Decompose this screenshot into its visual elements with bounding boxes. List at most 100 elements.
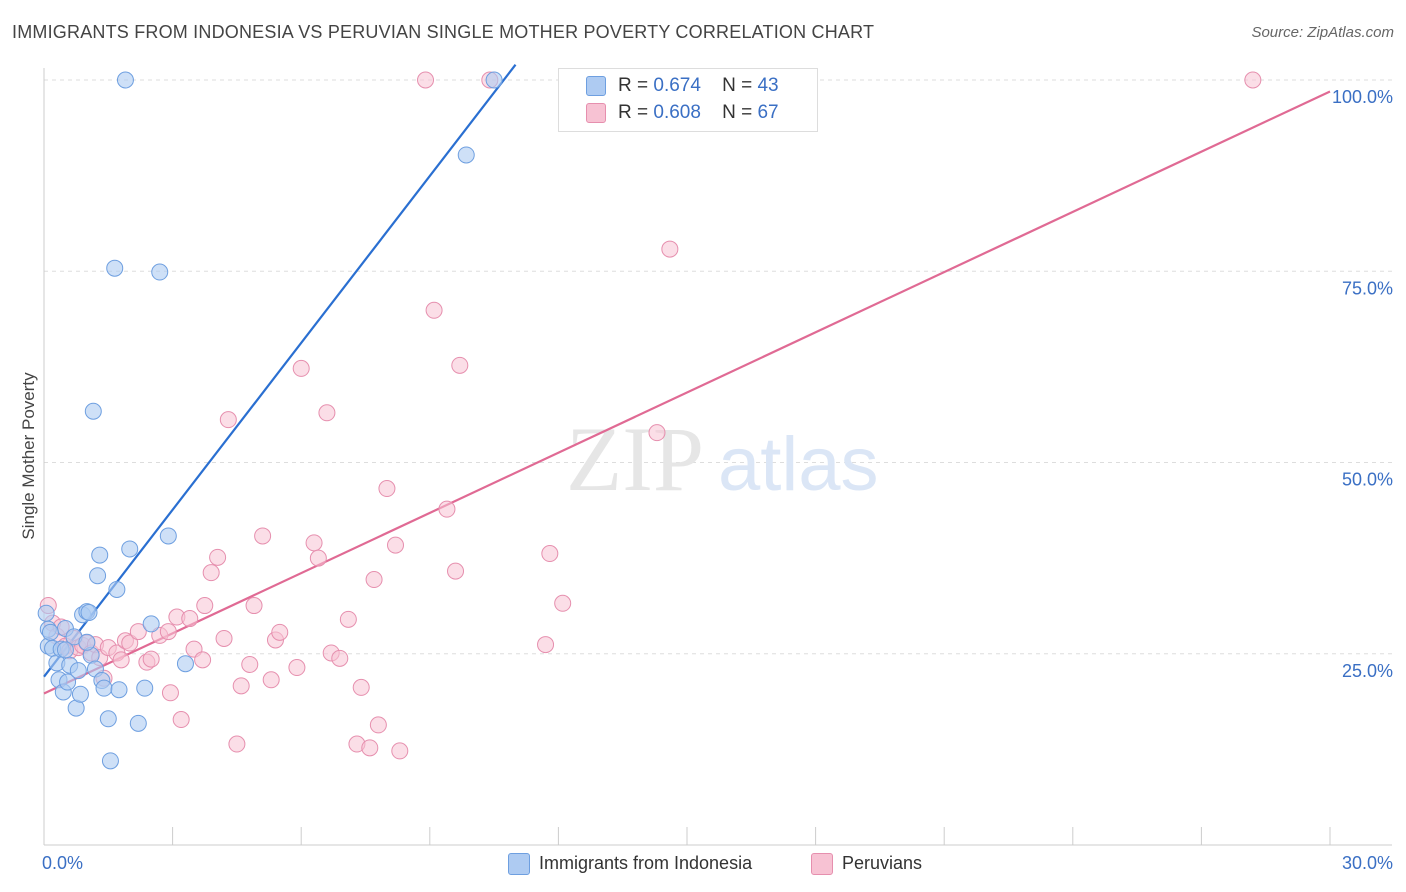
data-point-peruvians bbox=[541, 545, 559, 563]
data-point-peruvians bbox=[181, 610, 199, 628]
legend-label-indonesia: Immigrants from Indonesia bbox=[539, 853, 753, 873]
legend-swatch-peruvians bbox=[811, 853, 833, 875]
data-point-peruvians bbox=[159, 623, 177, 641]
data-point-peruvians bbox=[309, 549, 327, 567]
legend-swatch-indonesia bbox=[508, 853, 530, 875]
x-tick-label: 30.0% bbox=[1342, 853, 1393, 873]
data-point-peruvians bbox=[241, 655, 259, 673]
trendlines bbox=[43, 64, 1331, 695]
data-point-peruvians bbox=[451, 356, 469, 374]
data-point-peruvians bbox=[172, 711, 190, 729]
data-point-peruvians bbox=[262, 671, 280, 689]
data-point-peruvians bbox=[425, 301, 443, 319]
trendline-peruvians bbox=[43, 90, 1331, 695]
stat-swatch-indonesia bbox=[586, 76, 606, 96]
gridlines bbox=[44, 79, 1392, 655]
stat-r-value: 0.608 bbox=[653, 102, 701, 123]
data-point-peruvians bbox=[142, 650, 160, 668]
stat-n-value: 43 bbox=[757, 75, 779, 96]
data-point-peruvians bbox=[112, 651, 130, 669]
data-point-peruvians bbox=[232, 677, 250, 695]
data-point-peruvians bbox=[245, 597, 263, 615]
data-point-indonesia bbox=[485, 71, 503, 89]
data-point-peruvians bbox=[1244, 71, 1262, 89]
legend-label-peruvians: Peruvians bbox=[842, 853, 923, 873]
data-point-indonesia bbox=[142, 615, 160, 633]
y-tick-label: 100.0% bbox=[1332, 87, 1393, 107]
data-point-peruvians bbox=[209, 548, 227, 566]
data-point-indonesia bbox=[37, 604, 55, 622]
y-tick-label: 50.0% bbox=[1342, 470, 1393, 490]
data-point-indonesia bbox=[69, 662, 87, 680]
data-point-peruvians bbox=[378, 480, 396, 498]
data-point-peruvians bbox=[161, 684, 179, 702]
watermark-atlas: atlas bbox=[718, 422, 879, 507]
data-point-peruvians bbox=[361, 739, 379, 757]
y-tick-label: 25.0% bbox=[1342, 661, 1393, 681]
tick-labels: 25.0% 50.0% 75.0% 100.0% 0.0% 30.0% bbox=[42, 87, 1393, 873]
data-point-indonesia bbox=[151, 263, 169, 281]
data-point-indonesia bbox=[99, 710, 117, 728]
data-point-peruvians bbox=[121, 634, 139, 652]
data-point-peruvians bbox=[352, 678, 370, 696]
stat-n-label: N = bbox=[722, 102, 753, 123]
data-point-indonesia bbox=[41, 623, 59, 641]
x-tick-label: 0.0% bbox=[42, 853, 83, 873]
stat-r-label: R = bbox=[618, 102, 649, 123]
data-point-indonesia bbox=[129, 714, 147, 732]
stat-swatch-peruvians bbox=[586, 103, 606, 123]
watermark-zip: ZIP bbox=[566, 408, 704, 510]
data-point-peruvians bbox=[228, 735, 246, 753]
data-point-indonesia bbox=[56, 641, 74, 659]
data-point-indonesia bbox=[59, 673, 77, 691]
data-point-peruvians bbox=[447, 562, 465, 580]
data-point-peruvians bbox=[365, 571, 383, 589]
data-point-peruvians bbox=[215, 629, 233, 647]
data-point-indonesia bbox=[101, 752, 119, 770]
stat-r-label: R = bbox=[618, 75, 649, 96]
data-point-indonesia bbox=[95, 679, 113, 697]
data-point-indonesia bbox=[108, 580, 126, 598]
data-point-peruvians bbox=[271, 623, 289, 641]
data-point-indonesia bbox=[116, 71, 134, 89]
data-point-indonesia bbox=[71, 685, 89, 703]
data-point-peruvians bbox=[369, 716, 387, 734]
data-point-peruvians bbox=[305, 534, 323, 552]
data-point-indonesia bbox=[121, 540, 139, 558]
data-point-peruvians bbox=[196, 597, 214, 615]
data-point-indonesia bbox=[457, 146, 475, 164]
data-point-peruvians bbox=[387, 536, 405, 554]
correlation-stats-box: R = 0.674 N = 43 R = 0.608 N = 67 bbox=[558, 68, 818, 132]
data-point-peruvians bbox=[254, 527, 272, 545]
data-point-indonesia bbox=[80, 603, 98, 621]
data-point-peruvians bbox=[438, 500, 456, 518]
data-point-peruvians bbox=[219, 411, 237, 429]
axes bbox=[43, 68, 1392, 846]
trendline-indonesia bbox=[43, 64, 517, 678]
data-point-peruvians bbox=[537, 636, 555, 654]
data-point-peruvians bbox=[417, 71, 435, 89]
data-point-indonesia bbox=[159, 527, 177, 545]
data-point-peruvians bbox=[129, 623, 147, 641]
stat-r-value: 0.674 bbox=[653, 75, 701, 96]
data-point-peruvians bbox=[391, 742, 409, 760]
data-point-indonesia bbox=[84, 402, 102, 420]
data-point-indonesia bbox=[176, 655, 194, 673]
data-point-peruvians bbox=[292, 359, 310, 377]
data-point-peruvians bbox=[554, 594, 572, 612]
data-point-peruvians bbox=[661, 240, 679, 258]
data-point-peruvians bbox=[318, 404, 336, 422]
data-point-peruvians bbox=[288, 659, 306, 677]
data-point-indonesia bbox=[136, 679, 154, 697]
y-tick-label: 75.0% bbox=[1342, 278, 1393, 298]
data-point-peruvians bbox=[648, 424, 666, 442]
data-point-peruvians bbox=[194, 651, 212, 669]
source-label: Source: ZipAtlas.com bbox=[1251, 24, 1394, 41]
points-indonesia bbox=[37, 71, 503, 770]
watermark: ZIP atlas bbox=[566, 408, 879, 510]
stat-n-value: 67 bbox=[757, 102, 779, 123]
data-point-indonesia bbox=[89, 567, 107, 585]
stat-n-label: N = bbox=[722, 75, 753, 96]
data-point-peruvians bbox=[331, 649, 349, 667]
